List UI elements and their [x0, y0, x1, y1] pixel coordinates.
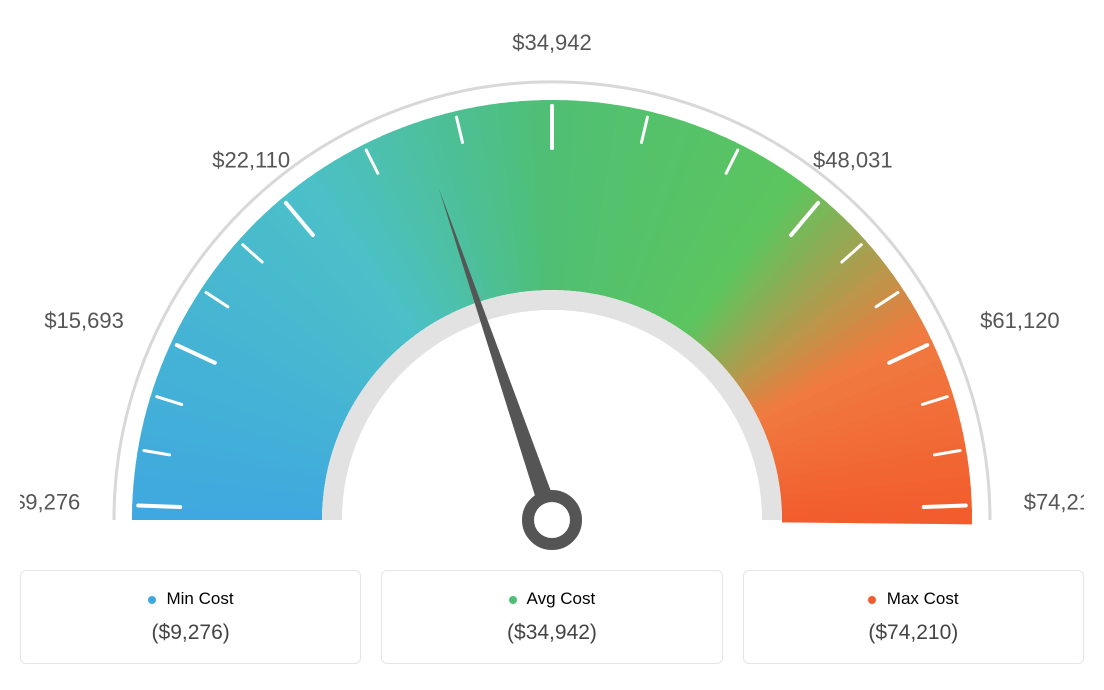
avg-cost-value: ($34,942) — [392, 621, 711, 645]
avg-dot-icon — [509, 596, 517, 604]
max-label-text: Max Cost — [887, 589, 959, 608]
avg-cost-label: Avg Cost — [392, 589, 711, 609]
max-dot-icon — [868, 596, 876, 604]
svg-text:$9,276: $9,276 — [20, 489, 80, 514]
min-cost-value: ($9,276) — [31, 621, 350, 645]
svg-text:$74,210: $74,210 — [1024, 489, 1084, 514]
svg-text:$61,120: $61,120 — [980, 308, 1060, 333]
max-cost-label: Max Cost — [754, 589, 1073, 609]
max-cost-value: ($74,210) — [754, 621, 1073, 645]
min-cost-label: Min Cost — [31, 589, 350, 609]
summary-cards: Min Cost ($9,276) Avg Cost ($34,942) Max… — [20, 570, 1084, 664]
svg-text:$22,110: $22,110 — [212, 147, 290, 172]
svg-text:$48,031: $48,031 — [813, 147, 893, 172]
svg-text:$15,693: $15,693 — [44, 308, 124, 333]
avg-cost-card: Avg Cost ($34,942) — [381, 570, 722, 664]
gauge-svg: $9,276 $15,693 $22,110 $34,942 $48,031 $61,12… — [20, 20, 1084, 550]
avg-label-text: Avg Cost — [527, 589, 596, 608]
min-label-text: Min Cost — [166, 589, 233, 608]
max-cost-card: Max Cost ($74,210) — [743, 570, 1084, 664]
svg-text:$34,942: $34,942 — [512, 30, 592, 55]
min-cost-card: Min Cost ($9,276) — [20, 570, 361, 664]
min-dot-icon — [148, 596, 156, 604]
gauge-chart: $9,276 $15,693 $22,110 $34,942 $48,031 $61,12… — [20, 20, 1084, 550]
